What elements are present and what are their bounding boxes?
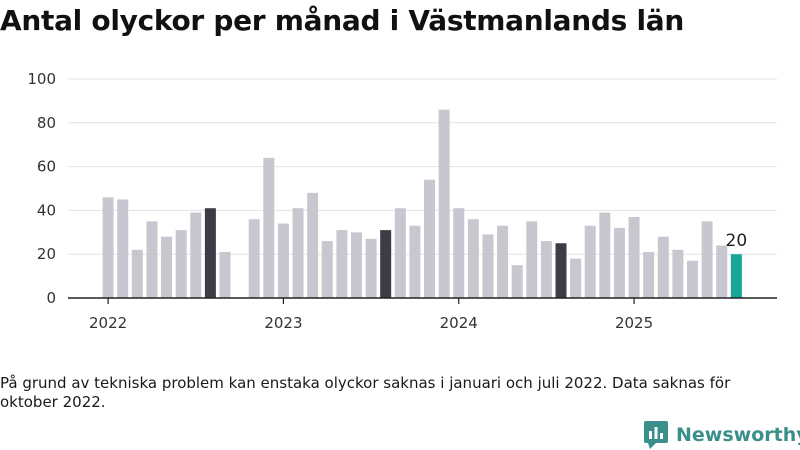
bar-2023-11 [424, 179, 436, 298]
bar-2023-01 [277, 223, 289, 298]
data-labels: 20 [726, 231, 748, 251]
bar-2023-02 [292, 208, 304, 298]
brand-logo: Newsworthy [644, 420, 800, 450]
bar-2024-02 [467, 219, 479, 298]
bar-2022-05 [161, 236, 173, 298]
bar-2023-06 [350, 232, 362, 298]
y-axis-ticks: 0 20 40 60 80 100 [27, 70, 56, 307]
bar-2025-05 [687, 260, 698, 298]
bar-2024-01 [453, 208, 465, 298]
bar-2024-09 [570, 258, 582, 298]
x-tick-label: 2025 [615, 314, 653, 332]
bar-2023-09 [394, 208, 406, 298]
bar-2022-09 [219, 252, 231, 298]
x-axis: 2022 2023 2024 2025 [68, 297, 777, 332]
bar-2025-02 [643, 252, 655, 298]
bar-2024-05 [511, 265, 523, 298]
bar-2022-12 [263, 157, 275, 298]
bar-chart: 0 20 40 60 80 100 2022 2023 2024 2025 20 [27, 70, 777, 332]
bar-2023-07 [365, 238, 377, 298]
bar-2025-01 [628, 216, 640, 298]
y-tick-label: 40 [37, 201, 56, 219]
bar-2025-03 [657, 236, 669, 298]
gridlines [68, 78, 777, 255]
bar-2022-02 [117, 199, 129, 298]
y-tick-label: 60 [37, 158, 56, 176]
bar-2024-04 [497, 225, 509, 298]
bar-2024-11 [599, 212, 611, 298]
bar-2024-10 [584, 225, 596, 298]
bar-2023-10 [409, 225, 421, 298]
bar-2024-07 [540, 241, 552, 298]
bar-2024-06 [526, 221, 538, 298]
bar-2022-01 [102, 197, 114, 298]
bar-2022-07 [190, 212, 202, 298]
x-tick-label: 2023 [264, 314, 302, 332]
bar-2022-03 [131, 249, 143, 298]
bar-2024-08 [555, 243, 567, 298]
x-tick-label: 2024 [440, 314, 478, 332]
bar-2025-04 [672, 249, 684, 298]
bars [102, 109, 742, 298]
bar-2025-06 [701, 221, 713, 298]
x-tick-label: 2022 [89, 314, 127, 332]
bar-2022-06 [175, 230, 187, 298]
bar-2022-11 [248, 219, 260, 298]
brand-name: Newsworthy [676, 424, 800, 446]
bar-2023-04 [321, 241, 333, 298]
bar-2023-12 [438, 109, 450, 298]
y-tick-label: 100 [27, 70, 56, 88]
bar-2023-03 [307, 192, 319, 298]
bar-2023-08 [380, 230, 392, 298]
newsworthy-logo-icon [644, 421, 668, 449]
bar-2024-03 [482, 234, 494, 298]
y-tick-label: 20 [37, 245, 56, 263]
bar-2024-12 [613, 227, 625, 298]
chart-title: Antal olyckor per månad i Västmanlands l… [0, 4, 684, 37]
bar-2025-07 [716, 245, 728, 298]
footnote: På grund av tekniska problem kan enstaka… [0, 374, 731, 411]
y-tick-label: 0 [46, 289, 56, 307]
y-tick-label: 80 [37, 114, 56, 132]
data-label: 20 [726, 231, 748, 251]
bar-2025-08 [730, 254, 742, 298]
bar-2022-04 [146, 221, 158, 298]
bar-2022-08 [204, 208, 216, 298]
bar-2023-05 [336, 230, 348, 298]
